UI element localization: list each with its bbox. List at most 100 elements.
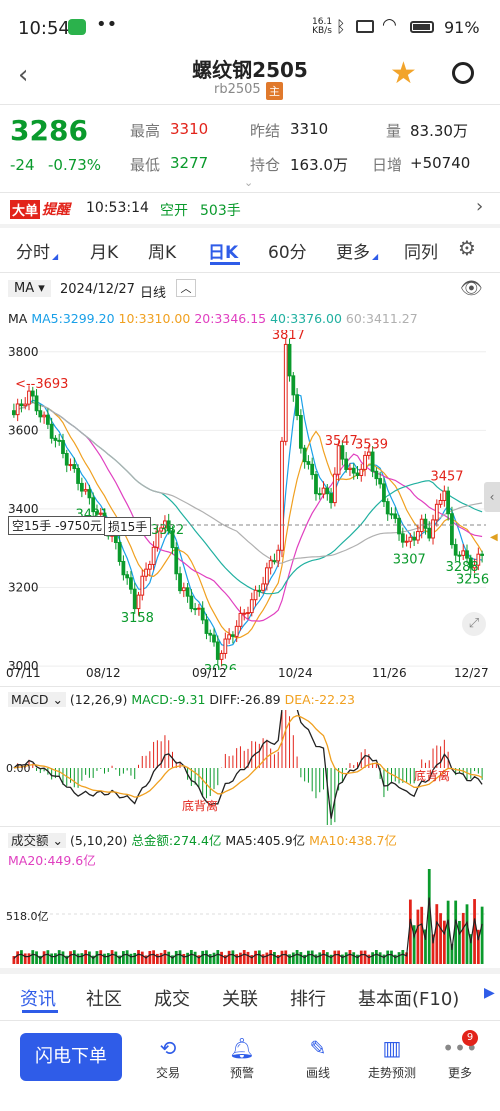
volume-bar <box>390 950 393 964</box>
candle <box>72 464 77 470</box>
quick-order-button[interactable]: 闪电下单 <box>20 1033 122 1081</box>
candle <box>378 478 383 485</box>
tab-fundamentals[interactable]: 基本面(F10) <box>358 989 460 1010</box>
candle <box>121 560 126 576</box>
nav-more[interactable]: 更多 <box>447 1066 472 1080</box>
alert-action: 空开 <box>160 203 188 219</box>
alert-time: 10:53:14 <box>86 200 149 216</box>
tab-community[interactable]: 社区 <box>86 989 122 1010</box>
last-price: 3286 <box>10 114 88 147</box>
prev-settle-value: 3310 <box>290 120 329 138</box>
candle <box>91 497 96 513</box>
expand-chevron-icon[interactable]: ⌄ <box>244 176 254 189</box>
volume-level-label: 518.0亿 <box>6 910 49 923</box>
volume-bar <box>295 950 299 964</box>
macd-zero-label: 0.00 <box>6 762 31 775</box>
volume-bar <box>208 954 212 964</box>
candle <box>272 560 277 563</box>
candle <box>64 452 69 466</box>
position-label[interactable]: 空15手 -9750元 <box>8 516 106 535</box>
volume-bar <box>118 955 122 964</box>
more-badge: 9 <box>462 1030 478 1046</box>
volume-ma10: MA10:438.7亿 <box>309 833 397 848</box>
candle <box>370 451 375 472</box>
volume-bar <box>250 955 254 964</box>
volume-chart[interactable] <box>0 866 500 966</box>
tab-daily[interactable]: 日K <box>208 243 239 263</box>
candle <box>329 493 333 504</box>
main-contract-badge: 主 <box>266 82 283 100</box>
chart-date: 2024/12/27 <box>60 282 135 297</box>
candle <box>249 599 254 614</box>
volume-bar <box>16 951 20 964</box>
volume-bar <box>405 952 408 964</box>
back-icon[interactable]: ‹ <box>18 60 29 90</box>
settings-gear-icon[interactable]: ⚙ <box>458 236 476 260</box>
macd-select[interactable]: MACD ⌄ <box>8 692 66 707</box>
ma10-value: 10:3310.00 <box>118 311 191 326</box>
candle <box>193 608 198 611</box>
candle <box>61 440 65 454</box>
eye-icon[interactable]: 👁 <box>460 278 483 299</box>
tabs-scroll-right-icon[interactable]: ▶ <box>484 985 495 1001</box>
volume-bar <box>12 956 16 964</box>
collapse-caret-icon[interactable]: ︿ <box>176 279 196 297</box>
candle <box>95 511 99 515</box>
candle <box>340 445 345 460</box>
bluetooth-icon: ᛒ <box>336 17 346 36</box>
nav-trade[interactable]: 交易 <box>155 1066 180 1080</box>
nav-draw[interactable]: 画线 <box>305 1066 330 1080</box>
favorite-star-icon[interactable]: ★ <box>390 56 417 91</box>
volume-bar <box>31 950 35 964</box>
indicator-select[interactable]: MA ▾ <box>8 280 51 297</box>
candle <box>155 530 160 548</box>
volume-select[interactable]: 成交额 ⌄ <box>8 833 66 848</box>
tab-weekly[interactable]: 周K <box>148 243 177 263</box>
volume-bar <box>273 951 276 964</box>
big-order-alert[interactable]: 大单 提醒 10:53:14 空开 503手 › <box>0 194 500 222</box>
tab-intraday[interactable]: 分时 <box>16 243 50 263</box>
tab-monthly[interactable]: 月K <box>90 243 119 263</box>
nav-alert[interactable]: 预警 <box>229 1066 254 1080</box>
status-time: 10:54 <box>18 18 70 39</box>
nav-forecast[interactable]: 走势预测 <box>367 1066 416 1080</box>
tab-news[interactable]: 资讯 <box>20 989 56 1010</box>
tab-60min[interactable]: 60分 <box>268 243 307 263</box>
tab-related[interactable]: 关联 <box>222 989 258 1010</box>
y-axis: 3800 3600 3400 3200 3000 <box>8 345 39 670</box>
volume-bar <box>46 950 50 964</box>
volume-bar <box>454 900 458 964</box>
tab-more[interactable]: 更多 <box>336 243 370 263</box>
stop-loss-label[interactable]: 损15手 <box>104 517 152 536</box>
volume-bar <box>412 925 416 964</box>
candle <box>404 540 409 543</box>
x-tick: 12/27 <box>454 666 489 680</box>
status-bar: 10:54 •• 16.1 KB/s ᛒ ◠ 91% <box>0 0 500 52</box>
tab-trades[interactable]: 成交 <box>154 989 190 1010</box>
candle <box>457 554 462 557</box>
price-annotation: 3382 <box>151 523 184 538</box>
volume-bar <box>363 950 367 964</box>
tab-same-list[interactable]: 同列 <box>404 243 438 263</box>
candle <box>434 503 439 521</box>
volume-bar <box>420 906 424 964</box>
ma-line <box>13 401 483 622</box>
candle <box>374 470 379 480</box>
candle <box>336 445 341 475</box>
y-tick: 3200 <box>8 581 39 595</box>
tab-ranking[interactable]: 排行 <box>290 989 326 1010</box>
candle <box>57 439 62 442</box>
fullscreen-icon[interactable]: ⤢ <box>462 612 486 636</box>
volume-bar <box>401 950 405 964</box>
candle <box>453 544 458 556</box>
side-drawer-handle-icon[interactable]: ‹ <box>484 482 500 512</box>
volume-bar <box>329 954 333 964</box>
ma20-value: 20:3346.15 <box>194 311 267 326</box>
search-icon[interactable] <box>452 62 474 84</box>
candle <box>476 553 481 566</box>
macd-chart[interactable] <box>0 710 500 825</box>
price-annotation: 3457 <box>430 470 463 485</box>
page-title: 螺纹钢2505 <box>192 58 308 82</box>
volume-bar <box>461 912 465 964</box>
